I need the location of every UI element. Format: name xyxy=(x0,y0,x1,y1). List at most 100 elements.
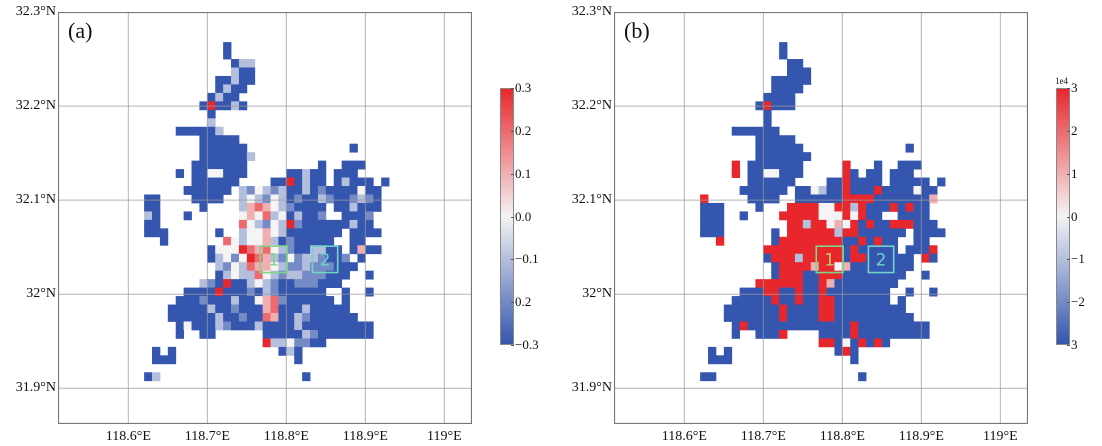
heatmap-cell xyxy=(842,346,851,356)
heatmap-cell xyxy=(834,262,843,272)
heatmap-cell xyxy=(905,211,914,221)
heatmap-cell xyxy=(254,321,264,331)
heatmap-cell xyxy=(238,67,248,77)
heatmap-cell xyxy=(929,186,938,195)
heatmap-cell xyxy=(881,202,891,212)
heatmap-cell xyxy=(834,177,843,187)
heatmap-cell xyxy=(223,253,232,263)
heatmap-cell xyxy=(286,313,295,322)
heatmap-cell xyxy=(723,346,733,356)
heatmap-cell xyxy=(834,194,843,204)
colorbar-tick-label: −0.1 xyxy=(511,251,539,267)
heatmap-cell xyxy=(325,270,335,280)
heatmap-cell xyxy=(826,228,835,238)
heatmap-cell xyxy=(826,219,835,229)
heatmap-cell xyxy=(215,126,224,136)
heatmap-cell xyxy=(325,228,335,238)
heatmap-cell xyxy=(238,169,248,178)
heatmap-cell xyxy=(199,152,208,162)
heatmap-cell xyxy=(850,245,859,255)
heatmap-cell xyxy=(739,211,748,221)
heatmap-cell xyxy=(755,329,764,339)
heatmap-cell xyxy=(779,211,788,221)
heatmap-cell xyxy=(365,270,374,280)
x-tick-label: 118.8°E xyxy=(819,429,865,444)
heatmap-cell xyxy=(794,304,804,314)
heatmap-cell xyxy=(873,262,883,272)
heatmap-cell xyxy=(873,253,883,263)
heatmap-cell xyxy=(310,321,319,331)
heatmap-cell xyxy=(294,346,303,356)
heatmap-cell xyxy=(826,245,835,255)
heatmap-cell xyxy=(747,287,756,297)
colorbar-tick-label: 0.1 xyxy=(510,165,532,181)
heatmap-cell xyxy=(700,372,709,382)
heatmap-cell xyxy=(357,202,366,212)
heatmap-cell xyxy=(802,75,812,85)
heatmap-cell xyxy=(270,270,279,280)
heatmap-cell xyxy=(771,126,780,136)
heatmap-cell xyxy=(842,211,851,221)
heatmap-cell xyxy=(889,169,899,178)
heatmap-cell xyxy=(357,253,366,263)
heatmap-cell xyxy=(341,287,350,297)
heatmap-cell xyxy=(215,304,224,314)
heatmap-cell xyxy=(223,50,232,60)
heatmap-cell xyxy=(755,143,764,153)
heatmap-cell xyxy=(254,194,264,204)
heatmap-cell xyxy=(771,313,780,322)
heatmap-cell xyxy=(873,186,883,195)
heatmap-cell xyxy=(262,219,271,229)
heatmap-cell xyxy=(254,186,264,195)
heatmap-cell xyxy=(771,321,780,331)
panel-a: 1 2 (a) 32.3°N 32.2°N 32.1°N 32°N 31.9°N 118.6°E… xyxy=(16,4,539,444)
heatmap-cell xyxy=(231,177,240,187)
heatmap-cell xyxy=(231,143,240,153)
heatmap-cell xyxy=(929,194,938,204)
heatmap-cell xyxy=(191,186,200,195)
colorbar-tick-label: 0.3 xyxy=(510,80,532,95)
heatmap-cell xyxy=(254,245,264,255)
heatmap-cell xyxy=(866,186,875,195)
heatmap-cell xyxy=(850,270,859,280)
heatmap-cell xyxy=(905,143,914,153)
heatmap-cell xyxy=(858,202,867,212)
heatmap-cell xyxy=(794,245,804,255)
heatmap-cell xyxy=(755,313,764,322)
heatmap-cell xyxy=(866,219,875,229)
heatmap-cell xyxy=(246,228,256,238)
heatmap-cell xyxy=(850,219,859,229)
heatmap-cell xyxy=(763,329,772,339)
heatmap-cell xyxy=(325,194,335,204)
heatmap-cell xyxy=(905,202,914,212)
heatmap-cell xyxy=(175,169,185,178)
heatmap-cell xyxy=(144,202,153,212)
heatmap-cell xyxy=(152,219,161,229)
heatmap-cell xyxy=(739,126,748,136)
heatmap-cell xyxy=(747,169,756,178)
heatmap-cell xyxy=(826,287,835,297)
heatmap-cell xyxy=(905,329,914,339)
heatmap-cell xyxy=(794,296,804,305)
heatmap-cell xyxy=(254,270,264,280)
heatmap-cell xyxy=(254,228,264,238)
heatmap-cell xyxy=(278,321,287,331)
heatmap-cell xyxy=(842,253,851,263)
heatmap-cell xyxy=(818,211,827,221)
heatmap-cell xyxy=(881,296,891,305)
heatmap-cell xyxy=(302,219,311,229)
heatmap-cell xyxy=(223,75,232,85)
heatmap-cell xyxy=(349,219,358,229)
heatmap-cell xyxy=(365,194,374,204)
heatmap-cell xyxy=(826,177,835,187)
heatmap-cell xyxy=(317,321,327,331)
heatmap-cell xyxy=(873,194,883,204)
heatmap-cell xyxy=(787,270,796,280)
heatmap-cell xyxy=(365,245,374,255)
heatmap-cell xyxy=(771,143,780,153)
heatmap-cell xyxy=(215,313,224,322)
heatmap-cell xyxy=(715,202,725,212)
heatmap-cell xyxy=(357,160,366,170)
heatmap-cell xyxy=(278,202,287,212)
heatmap-cell xyxy=(199,279,208,289)
